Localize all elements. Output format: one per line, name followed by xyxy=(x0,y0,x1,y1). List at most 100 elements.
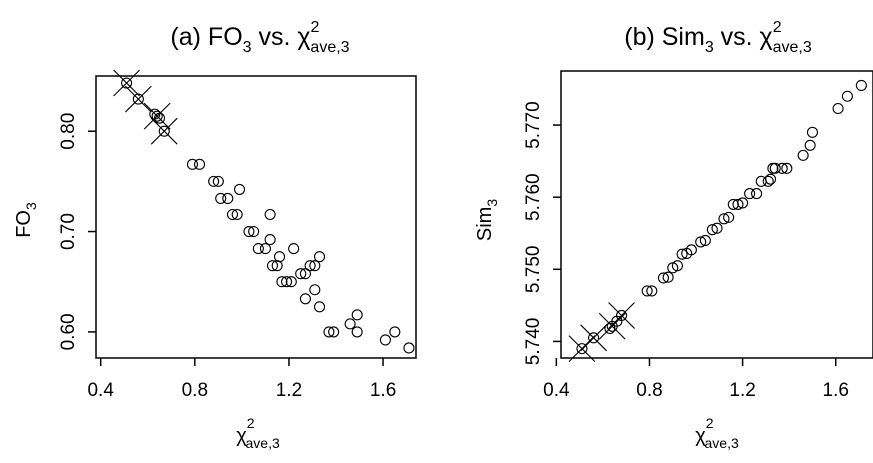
panel-b: (b) Sim3 vs. χ2 ave,3 0.4 0.8 1.2 1.6 5.7405… xyxy=(474,19,873,451)
data-point xyxy=(309,260,321,272)
data-point xyxy=(288,243,300,255)
panel-b-y-axis: 5.740 5.750 5.760 5.770 xyxy=(523,101,561,365)
data-point xyxy=(222,192,234,204)
data-point xyxy=(767,162,779,174)
cross-marker xyxy=(598,312,626,340)
data-point xyxy=(781,162,793,174)
panel-b-y-label: Sim3 xyxy=(474,199,500,241)
data-point xyxy=(797,149,809,161)
data-point xyxy=(231,208,243,221)
panel-a: (a) FO3 vs. χ2 ave,3 0.4 0.8 1.2 1.6 0.60 0.7… xyxy=(13,19,417,451)
data-point xyxy=(615,309,628,322)
data-point xyxy=(751,188,763,200)
cross-marker xyxy=(124,85,152,113)
data-point xyxy=(264,208,276,221)
data-point xyxy=(723,211,735,223)
data-point xyxy=(328,326,340,338)
data-point xyxy=(266,260,279,272)
panel-a-plot-frame xyxy=(95,75,417,359)
data-point xyxy=(276,276,288,288)
panel-a-y-axis: 0.60 0.70 0.80 xyxy=(58,113,96,350)
data-point xyxy=(765,173,777,185)
data-point xyxy=(646,285,658,297)
panel-a-marks xyxy=(113,69,415,354)
data-point xyxy=(662,271,674,283)
data-point xyxy=(252,243,264,255)
data-point xyxy=(841,90,853,102)
x-tick-label: 1.6 xyxy=(823,380,849,401)
data-point xyxy=(304,260,316,272)
panel-b-marks xyxy=(568,79,867,363)
panel-b-title: (b) Sim3 vs. χ2 ave,3 xyxy=(624,19,812,56)
x-tick-label: 0.4 xyxy=(87,380,114,401)
y-tick-label: 5.750 xyxy=(523,246,544,294)
data-point xyxy=(671,260,683,272)
data-point xyxy=(299,268,311,280)
x-tick-label: 0.8 xyxy=(636,380,662,401)
data-point xyxy=(379,334,391,346)
data-point xyxy=(588,332,600,344)
data-point xyxy=(281,276,293,288)
cross-marker xyxy=(150,117,178,145)
panel-a-x-label: χ2 ave,3 xyxy=(236,415,280,451)
data-point xyxy=(832,102,844,115)
data-point xyxy=(718,213,730,225)
panel-b-plot-frame xyxy=(560,70,873,359)
x-tick-label: 0.8 xyxy=(182,380,208,401)
x-tick-label: 0.4 xyxy=(543,380,570,401)
data-point xyxy=(226,208,239,221)
y-tick-label: 0.80 xyxy=(58,113,79,150)
data-point xyxy=(776,162,788,174)
data-point xyxy=(657,272,669,284)
panel-a-y-label: FO3 xyxy=(13,202,39,238)
cross-marker xyxy=(568,335,596,363)
data-point xyxy=(576,343,588,355)
x-tick-label: 1.2 xyxy=(276,380,302,401)
cross-marker xyxy=(113,69,140,97)
data-point xyxy=(186,158,199,170)
data-point xyxy=(158,125,170,137)
panel-b-x-label: χ2 ave,3 xyxy=(695,415,739,451)
data-point xyxy=(299,293,311,305)
data-point xyxy=(762,175,774,187)
y-tick-label: 5.740 xyxy=(523,318,544,366)
data-point xyxy=(804,139,816,151)
data-point xyxy=(313,251,326,263)
data-point xyxy=(389,326,401,338)
data-point xyxy=(706,224,718,236)
data-point xyxy=(323,326,335,338)
data-point xyxy=(151,110,163,122)
data-point xyxy=(641,285,653,297)
data-point xyxy=(208,175,220,187)
data-point xyxy=(699,234,711,247)
y-tick-label: 0.60 xyxy=(58,313,79,350)
cross-marker xyxy=(143,102,171,130)
data-point xyxy=(309,284,321,296)
data-point xyxy=(351,309,363,321)
panel-a-x-axis: 0.4 0.8 1.2 1.6 xyxy=(87,358,396,401)
y-tick-label: 5.760 xyxy=(523,173,544,221)
data-point xyxy=(264,234,276,246)
y-tick-label: 0.70 xyxy=(58,213,79,250)
data-point xyxy=(313,301,326,313)
data-point xyxy=(403,342,415,354)
data-point xyxy=(259,243,271,255)
data-point xyxy=(769,162,781,174)
data-point xyxy=(744,188,756,200)
data-point xyxy=(215,192,227,204)
data-point xyxy=(212,175,224,187)
data-point xyxy=(273,251,286,263)
data-point xyxy=(295,268,307,280)
data-point xyxy=(285,276,297,288)
cross-marker xyxy=(580,324,607,352)
data-point xyxy=(344,318,356,330)
data-point xyxy=(855,79,867,91)
data-point xyxy=(676,248,688,260)
data-point xyxy=(806,126,819,138)
data-point xyxy=(737,197,749,209)
data-point xyxy=(351,326,363,338)
data-point xyxy=(732,198,744,210)
data-point xyxy=(685,244,697,256)
data-point xyxy=(193,158,206,170)
